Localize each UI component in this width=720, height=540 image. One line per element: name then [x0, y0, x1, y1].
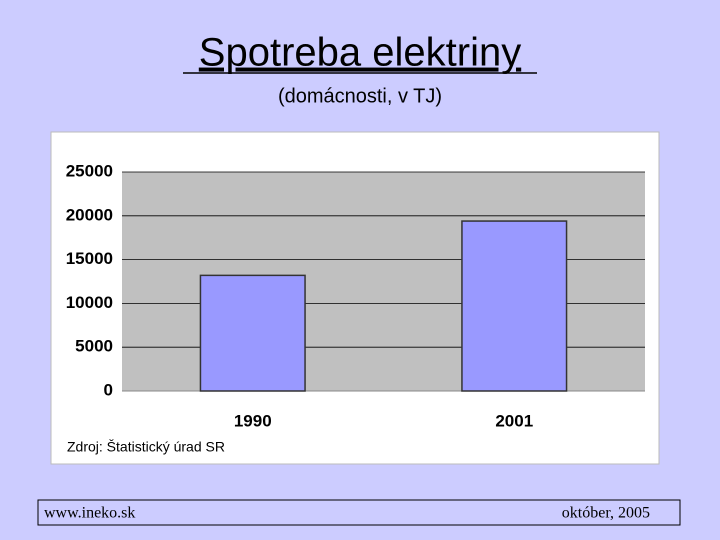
- footer-left: www.ineko.sk: [44, 505, 135, 522]
- y-tick-label: 0: [104, 380, 113, 399]
- bar: [199, 274, 306, 392]
- chart-title: Spotreba elektriny: [199, 31, 521, 75]
- y-tick-label: 15000: [66, 249, 113, 268]
- y-tick-label: 5000: [75, 337, 113, 356]
- chart-subtitle: (domácnosti, v TJ): [278, 85, 442, 107]
- footer-right: október, 2005: [562, 505, 650, 522]
- source-note: Zdroj: Štatistický úrad SR: [67, 439, 225, 455]
- x-tick-label: 1990: [234, 411, 272, 430]
- y-tick-label: 25000: [66, 161, 113, 180]
- x-tick-label: 2001: [495, 411, 533, 430]
- bar: [461, 220, 568, 392]
- footer-box: [37, 499, 681, 526]
- y-tick-label: 20000: [66, 205, 113, 224]
- y-tick-label: 10000: [66, 293, 113, 312]
